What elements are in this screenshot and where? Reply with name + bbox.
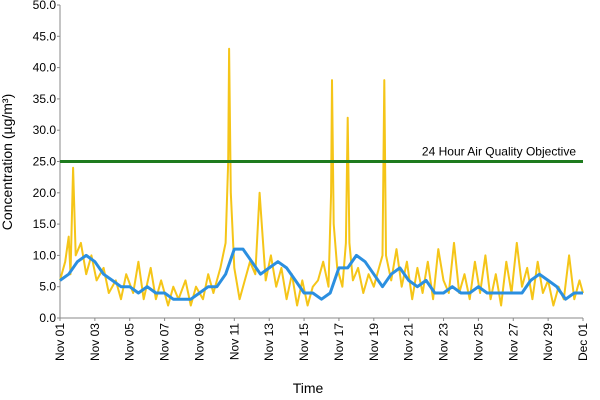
y-tick-label: 50.0 — [33, 0, 57, 12]
y-tick-label: 5.0 — [39, 280, 56, 294]
x-tick-label: Nov 11 — [227, 323, 241, 360]
series-line — [59, 247, 583, 301]
objective-label: 24 Hour Air Quality Objective — [422, 145, 576, 159]
y-tick-label: 35.0 — [33, 92, 57, 106]
y-tick-label: 10.0 — [33, 248, 57, 262]
x-tick-label: Nov 23 — [437, 323, 451, 361]
y-axis-label: Concentration (µg/m³) — [0, 94, 15, 230]
x-tick-label: Nov 25 — [471, 323, 485, 361]
y-tick-label: 15.0 — [33, 217, 57, 231]
x-tick-label: Nov 07 — [158, 323, 172, 361]
x-tick-label: Nov 05 — [123, 323, 137, 361]
y-tick-label: 25.0 — [33, 155, 57, 169]
y-tick-label: 0.0 — [39, 311, 56, 325]
x-tick-label: Nov 01 — [53, 323, 67, 361]
x-tick-label: Nov 03 — [88, 323, 102, 361]
x-tick-label: Dec 01 — [576, 323, 590, 361]
x-tick-label: Nov 17 — [332, 323, 346, 361]
x-tick-label: Nov 13 — [262, 323, 276, 361]
y-tick-label: 30.0 — [33, 123, 57, 137]
x-tick-label: Nov 21 — [402, 323, 416, 361]
series-line — [59, 47, 584, 307]
y-tick-label: 40.0 — [33, 61, 57, 75]
y-tick-label: 45.0 — [33, 29, 57, 43]
x-axis-label: Time — [293, 380, 324, 396]
y-tick-label: 20.0 — [33, 186, 57, 200]
x-tick-label: Nov 19 — [367, 323, 381, 361]
x-tick-label: Nov 29 — [541, 323, 555, 361]
x-tick-label: Nov 27 — [506, 323, 520, 361]
x-tick-label: Nov 15 — [297, 323, 311, 361]
x-tick-label: Nov 09 — [192, 323, 206, 361]
